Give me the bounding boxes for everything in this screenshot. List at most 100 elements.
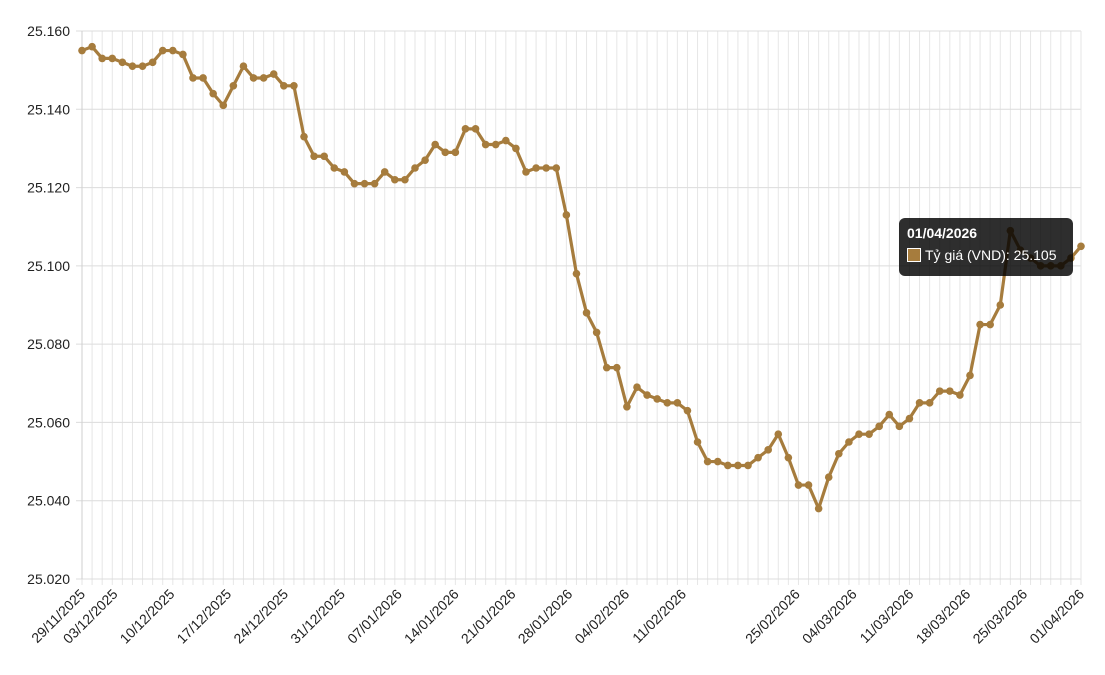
data-point[interactable] [350, 179, 359, 188]
data-point[interactable] [885, 410, 894, 419]
data-point[interactable] [623, 402, 631, 411]
data-point[interactable] [794, 481, 803, 489]
data-point[interactable] [320, 152, 328, 161]
data-point[interactable] [582, 309, 591, 317]
data-point[interactable] [128, 62, 137, 71]
data-point[interactable] [602, 363, 611, 372]
data-point[interactable] [209, 89, 217, 98]
data-point[interactable] [330, 164, 339, 172]
data-point[interactable] [895, 422, 904, 431]
data-point[interactable] [512, 144, 520, 153]
data-point[interactable] [855, 430, 863, 438]
data-point[interactable] [290, 82, 298, 90]
data-point[interactable] [179, 50, 187, 59]
data-point[interactable] [1077, 242, 1085, 251]
data-point[interactable] [391, 175, 399, 184]
data-point[interactable] [835, 449, 843, 458]
data-point[interactable] [643, 391, 651, 399]
data-point[interactable] [552, 164, 561, 172]
data-point[interactable] [824, 473, 833, 482]
data-point[interactable] [683, 406, 692, 415]
data-point[interactable] [915, 399, 924, 407]
data-point[interactable] [189, 74, 197, 82]
x-tick-label: 10/12/2025 [117, 586, 178, 647]
data-point[interactable] [663, 399, 672, 407]
data-point[interactable] [421, 156, 429, 164]
data-point[interactable] [956, 391, 964, 399]
data-point[interactable] [976, 320, 984, 329]
data-point[interactable] [814, 504, 823, 513]
data-point[interactable] [774, 430, 783, 438]
data-point[interactable] [845, 438, 853, 446]
data-point[interactable] [219, 101, 228, 110]
data-point[interactable] [259, 74, 268, 82]
data-point[interactable] [996, 301, 1005, 309]
data-point[interactable] [986, 320, 994, 329]
data-point[interactable] [300, 132, 308, 141]
data-point[interactable] [966, 371, 974, 380]
data-point[interactable] [542, 164, 550, 172]
data-point[interactable] [925, 399, 934, 407]
data-point[interactable] [78, 46, 86, 55]
data-point[interactable] [239, 62, 248, 71]
data-point[interactable] [532, 164, 540, 172]
data-point[interactable] [905, 414, 914, 423]
data-point[interactable] [471, 125, 480, 133]
data-point[interactable] [764, 446, 772, 454]
x-tick-label: 25/02/2026 [742, 586, 803, 647]
data-point[interactable] [158, 46, 167, 55]
y-tick-label: 25.040 [27, 493, 70, 509]
data-point[interactable] [613, 363, 621, 372]
data-point[interactable] [88, 42, 96, 51]
data-point[interactable] [360, 179, 369, 188]
data-point[interactable] [502, 136, 510, 145]
data-point[interactable] [865, 430, 873, 438]
data-point[interactable] [380, 168, 389, 176]
data-point[interactable] [754, 453, 762, 462]
data-point[interactable] [804, 481, 813, 489]
data-point[interactable] [269, 70, 278, 78]
data-point[interactable] [522, 168, 530, 176]
data-point[interactable] [441, 148, 450, 157]
data-point[interactable] [481, 140, 490, 149]
data-point[interactable] [784, 453, 793, 462]
data-point[interactable] [461, 125, 470, 133]
data-point[interactable] [491, 140, 500, 149]
data-point[interactable] [249, 74, 258, 82]
data-point[interactable] [946, 387, 954, 395]
data-point[interactable] [693, 438, 702, 446]
data-point[interactable] [229, 82, 238, 90]
data-point[interactable] [673, 399, 682, 407]
data-point[interactable] [108, 54, 117, 63]
data-point[interactable] [431, 140, 439, 149]
y-tick-label: 25.120 [27, 180, 70, 196]
data-point[interactable] [935, 387, 944, 395]
data-point[interactable] [401, 175, 409, 184]
data-point[interactable] [199, 74, 207, 82]
data-point[interactable] [169, 46, 177, 55]
x-tick-label: 11/02/2026 [629, 586, 689, 646]
x-tick-label: 01/04/2026 [1026, 586, 1087, 647]
data-point[interactable] [744, 461, 752, 470]
data-point[interactable] [633, 383, 641, 392]
data-point[interactable] [98, 54, 106, 63]
data-point[interactable] [653, 395, 661, 403]
data-point[interactable] [148, 58, 157, 67]
data-point[interactable] [118, 58, 127, 67]
data-point[interactable] [703, 457, 712, 466]
data-point[interactable] [411, 164, 419, 172]
data-point[interactable] [451, 148, 460, 157]
data-point[interactable] [280, 82, 288, 90]
data-point[interactable] [592, 328, 601, 337]
data-point[interactable] [370, 179, 379, 188]
data-point[interactable] [310, 152, 318, 161]
x-tick-label: 11/03/2026 [856, 586, 916, 646]
data-point[interactable] [572, 269, 581, 278]
data-point[interactable] [562, 211, 571, 219]
data-point[interactable] [724, 461, 732, 470]
data-point[interactable] [734, 461, 742, 470]
data-point[interactable] [713, 457, 722, 466]
data-point[interactable] [875, 422, 883, 431]
data-point[interactable] [340, 168, 349, 176]
data-point[interactable] [138, 62, 147, 71]
